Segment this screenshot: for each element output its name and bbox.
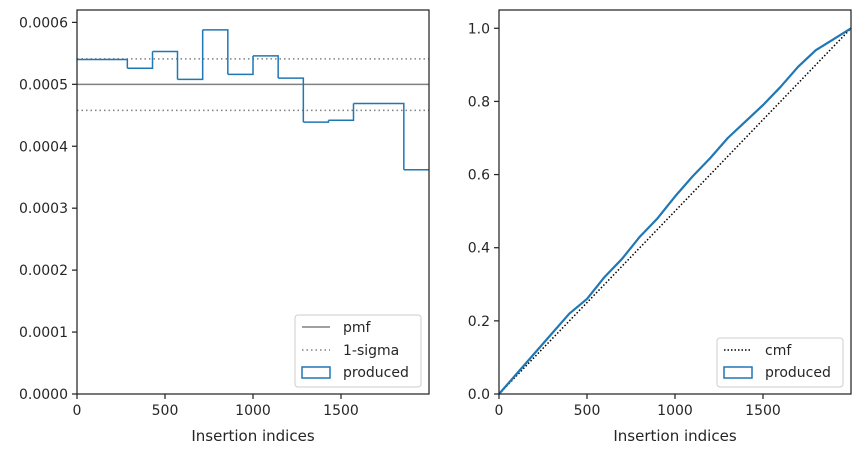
legend-cmf-label: cmf [765,343,792,359]
produced-point [656,217,659,220]
left-legend: pmf 1-sigma produced [294,314,422,388]
left-y-tick-label: 0.0000 [19,387,68,403]
produced-point [604,276,606,278]
cmf-panel: 0 500 1000 1500 0.0 0.2 0.4 0.6 0.8 1.0 Insertio… [468,9,852,445]
produced-point [815,49,817,51]
left-x-ticks: 0 500 1000 1500 [73,394,359,419]
produced-bin-step [353,102,405,170]
pmf-histogram-panel: 0 500 1000 1500 0.00000.00010.00020.00030.0… [19,9,430,445]
produced-bin-step [303,120,330,123]
left-y-tick-label: 0.0003 [19,201,68,217]
left-y-tick-label: 0.0005 [19,77,68,93]
produced-bin-step [77,58,129,69]
produced-point [621,258,623,260]
produced-point [568,312,571,315]
produced-bin-step [152,50,179,80]
produced-bin-step [127,51,154,69]
right-y-tick-label: 0.0 [468,387,490,403]
produced-point [709,157,711,159]
left-x-tick-label: 500 [152,403,179,419]
left-x-axis-label: Insertion indices [191,427,314,445]
left-y-tick-label: 0.0006 [19,15,68,31]
produced-point [533,353,535,355]
produced-point [551,333,553,335]
produced-point [797,66,799,68]
legend-produced-patch [723,366,753,379]
right-y-ticks: 0.0 0.2 0.4 0.6 0.8 1.0 [468,21,499,403]
left-y-tick-label: 0.0002 [19,263,68,279]
right-y-tick-label: 0.8 [468,94,490,110]
produced-point [674,195,676,198]
legend-pmf-label: pmf [343,320,372,336]
right-y-tick-label: 1.0 [468,21,490,37]
produced-point [780,86,782,88]
produced-point [832,38,835,40]
left-x-tick-label: 1000 [235,403,271,419]
left-legend-box [294,314,422,388]
produced-point [727,137,729,139]
produced-point [692,175,694,177]
left-x-tick-label: 0 [73,403,82,419]
produced-point [586,298,588,300]
left-y-tick-label: 0.0001 [19,325,68,341]
produced-bin-step [278,77,305,123]
legend-1-sigma-label: 1-sigma [343,343,399,359]
left-y-ticks: 0.0000 0.0001 0.0002 0.0003 0.0004 0.0005 0.00… [19,15,77,403]
right-legend: cmf produced [716,337,844,388]
produced-bin-step [328,103,355,121]
produced-bin-step [202,29,229,75]
cmf-line [498,27,852,395]
left-plot-area [77,29,429,171]
legend-produced-label: produced [343,365,409,381]
produced-point [516,373,518,375]
right-x-tick-label: 1000 [657,403,693,419]
left-y-tick-label: 0.0004 [19,139,68,155]
produced-bin-step [253,55,279,79]
left-x-tick-label: 1500 [323,403,359,419]
right-x-tick-label: 500 [574,403,601,419]
produced-bin-step [177,29,204,81]
right-y-tick-label: 0.6 [468,168,490,184]
produced-point [744,120,747,123]
legend-produced-label: produced [765,365,831,381]
right-x-axis-label: Insertion indices [613,427,736,445]
produced-point [762,104,764,106]
right-x-tick-label: 1500 [745,403,781,419]
right-x-ticks: 0 500 1000 1500 [495,394,781,419]
legend-produced-patch [301,366,331,379]
right-y-tick-label: 0.2 [468,314,490,330]
produced-bin-step [227,55,254,76]
right-x-tick-label: 0 [495,403,504,419]
right-y-tick-label: 0.4 [468,241,490,257]
produced-point [639,236,641,238]
